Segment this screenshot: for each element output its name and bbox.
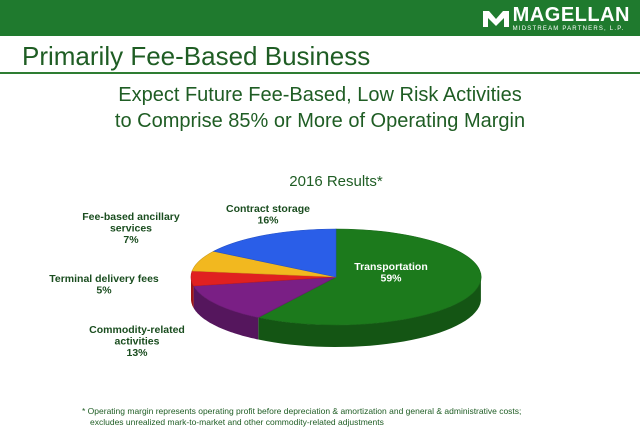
pie-slices — [190, 228, 482, 326]
slice-label-commodity-related-activities: Commodity-related activities 13% — [89, 324, 185, 359]
header-bar: MAGELLAN MIDSTREAM PARTNERS, L.P. — [0, 0, 640, 36]
pie-slice-transportation — [257, 228, 482, 326]
logo-m-icon — [482, 11, 509, 27]
slice-value-contract-storage: 16% — [257, 215, 279, 227]
pie-side-terminal-delivery-fees — [191, 277, 194, 308]
headline-line-1: Expect Future Fee-Based, Low Risk Activi… — [118, 84, 522, 106]
pie-sides — [191, 277, 481, 347]
company-logo: MAGELLAN MIDSTREAM PARTNERS, L.P. — [482, 5, 630, 33]
pie-slice-commodity-related-activities — [193, 276, 337, 318]
slice-value-terminal-delivery-fees: 5% — [96, 285, 112, 297]
pie-side-transportation — [258, 278, 481, 347]
slice-value-transportation: 59% — [380, 273, 402, 285]
slice-label-terminal-delivery-fees: Terminal delivery fees 5% — [49, 273, 159, 297]
slice-value-commodity-related-activities: 13% — [126, 347, 148, 359]
slice-value-fee-based-ancillary-services: 7% — [123, 234, 139, 246]
slice-label-transportation: Transportation 59% — [354, 261, 428, 285]
pie-side-commodity-related-activities — [193, 286, 259, 340]
headline-line-2: to Comprise 85% or More of Operating Mar… — [114, 110, 526, 132]
headline: Expect Future Fee-Based, Low Risk Activi… — [0, 82, 640, 134]
footnote-line-1: * Operating margin represents operating … — [82, 406, 522, 416]
slice-label-fee-based-ancillary-services: Fee-based ancillary services 7% — [82, 211, 180, 246]
footnote-line-2: excludes unrealized mark-to-market and o… — [90, 417, 384, 427]
chart-title: 2016 Results* — [289, 173, 383, 190]
title-divider — [0, 72, 640, 74]
logo-name: MAGELLAN — [512, 4, 630, 26]
footnote: * Operating margin represents operating … — [82, 406, 622, 428]
pie-slice-contract-storage — [212, 228, 337, 278]
pie-labels: Transportation 59% Commodity-related activi… — [49, 203, 428, 359]
logo-text: MAGELLAN MIDSTREAM PARTNERS, L.P. — [513, 5, 630, 32]
page-title: Primarily Fee-Based Business — [22, 41, 371, 71]
slice-label-contract-storage: Contract storage 16% — [226, 203, 310, 227]
logo-tagline: MIDSTREAM PARTNERS, L.P. — [512, 26, 625, 32]
